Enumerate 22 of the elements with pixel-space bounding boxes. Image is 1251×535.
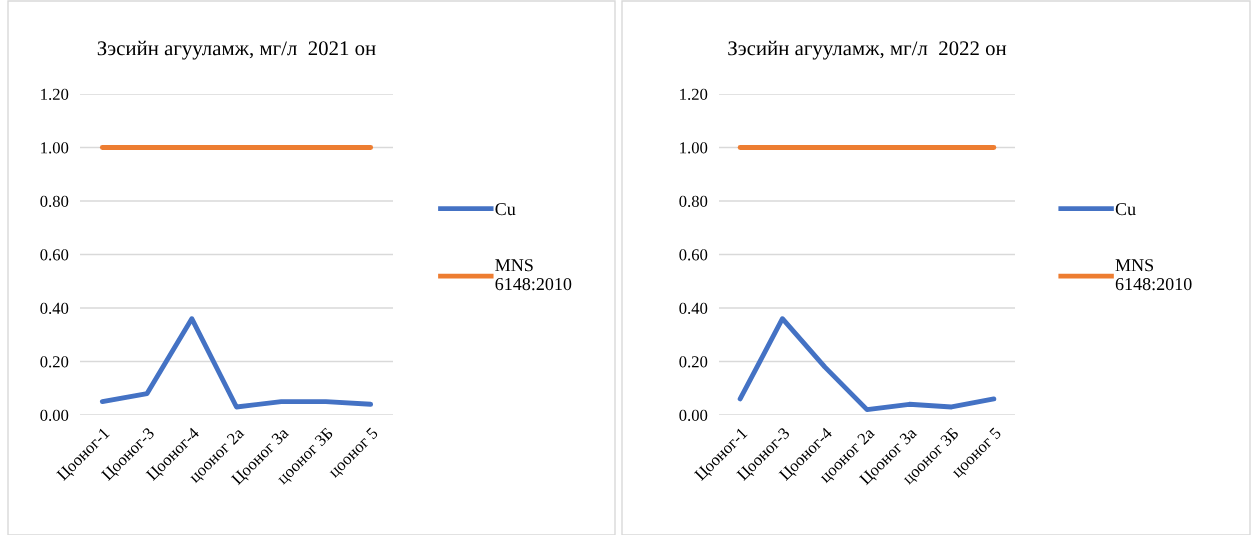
chart-title: Зэсийн агууламж, мг/л 2021 он: [97, 40, 376, 60]
y-tick-label: 0.20: [40, 356, 69, 368]
legend-label: Cu: [495, 203, 516, 216]
y-tick-label: 0.40: [40, 302, 69, 315]
y-tick-label: 1.00: [680, 142, 708, 154]
line-series: [737, 316, 997, 413]
y-tick-label: 1.00: [41, 142, 69, 154]
y-tick-label: 0.00: [679, 409, 708, 422]
y-tick-label: 0.60: [40, 249, 69, 261]
y-tick-label: 1.20: [41, 88, 69, 101]
y-tick-label: 0.00: [40, 409, 69, 422]
legend-label: MNS 6148:2010: [1115, 259, 1192, 291]
line-series: [99, 316, 374, 410]
y-tick-label: 0.40: [679, 302, 708, 315]
y-tick-label: 0.80: [679, 195, 708, 208]
y-tick-label: 0.80: [40, 195, 69, 208]
y-tick-label: 1.20: [680, 88, 708, 101]
y-tick-label: 0.20: [679, 356, 708, 368]
legend-label: MNS 6148:2010: [495, 259, 572, 291]
legend-label: Cu: [1115, 203, 1136, 216]
y-tick-label: 0.60: [679, 249, 708, 261]
chart-title: Зэсийн агууламж, мг/л 2022 он: [728, 40, 1007, 60]
